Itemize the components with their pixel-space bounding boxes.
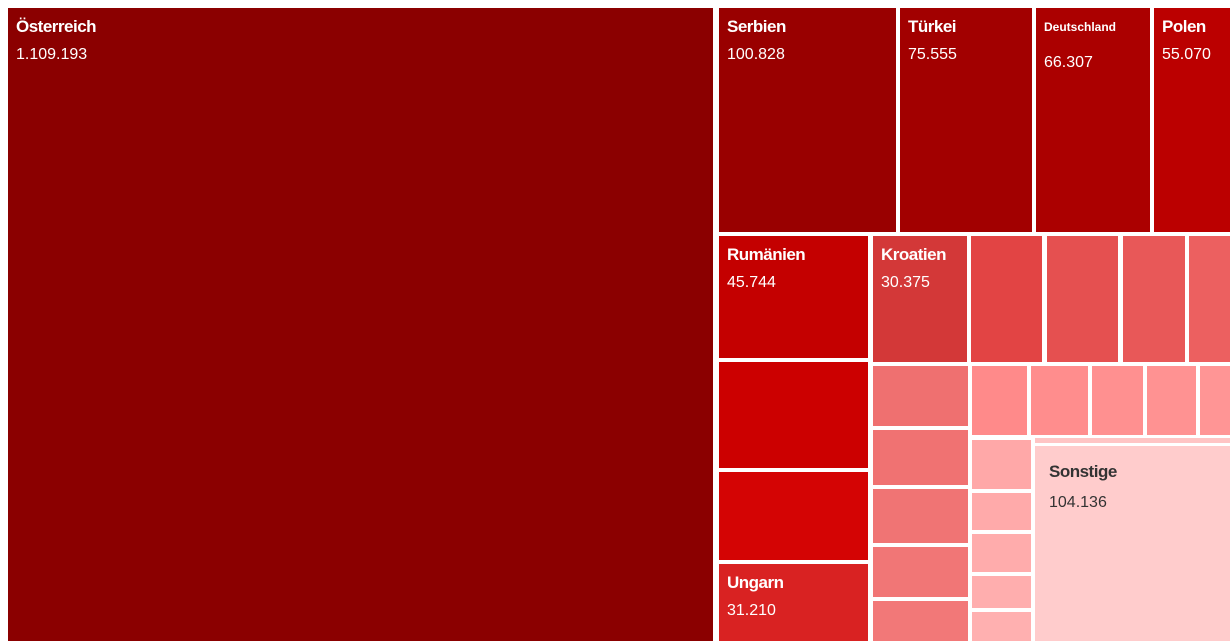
tile: Österreich 1.109.193: [8, 8, 713, 641]
tile: [1123, 236, 1185, 362]
tile: Sonstige 104.136: [1035, 446, 1230, 641]
tile-value: 30.375: [881, 274, 930, 291]
tile: [1092, 366, 1143, 435]
tile-label: Polen: [1162, 17, 1206, 36]
tile: [873, 430, 968, 485]
tile: Rumänien 45.744: [719, 236, 868, 358]
tile: [971, 236, 1042, 362]
tile: [873, 601, 968, 641]
tile: [972, 576, 1031, 608]
tile-value: 75.555: [908, 46, 957, 63]
tile: [972, 612, 1031, 641]
tile: [972, 534, 1031, 572]
tile: [972, 493, 1031, 530]
tile: [972, 440, 1031, 489]
tile: [1031, 366, 1088, 435]
tile: [873, 366, 968, 426]
tile-label: Türkei: [908, 17, 957, 36]
tile-value: 1.109.193: [16, 46, 88, 63]
tile: [719, 362, 868, 468]
tile-value: 66.307: [1044, 54, 1093, 71]
tile: [1189, 236, 1230, 362]
tile: [1035, 438, 1230, 443]
tile-label: Sonstige: [1049, 462, 1117, 481]
tile: Türkei 75.555: [900, 8, 1032, 232]
tile-value: 100.828: [727, 46, 785, 63]
tile-label: Serbien: [727, 17, 786, 36]
tile: [1200, 366, 1230, 435]
tile-label: Ungarn: [727, 573, 784, 592]
tile: [873, 547, 968, 597]
tile: [1047, 236, 1118, 362]
tile: [873, 489, 968, 543]
tile-value: 45.744: [727, 274, 776, 291]
tile: Serbien 100.828: [719, 8, 896, 232]
tile-value: 31.210: [727, 602, 776, 619]
tile: [1147, 366, 1196, 435]
tile: [972, 366, 1027, 435]
tile-value: 55.070: [1162, 46, 1211, 63]
tile: [719, 472, 868, 560]
tile-label: Deutschland: [1044, 20, 1117, 34]
tile: Ungarn 31.210: [719, 564, 868, 641]
tile: Kroatien 30.375: [873, 236, 967, 362]
tile-label: Kroatien: [881, 245, 946, 264]
tile-label: Rumänien: [727, 245, 806, 264]
tile-label: Österreich: [16, 17, 97, 36]
tile: Deutschland 66.307: [1036, 8, 1150, 232]
tile: Polen 55.070: [1154, 8, 1230, 232]
tile-value: 104.136: [1049, 494, 1107, 511]
